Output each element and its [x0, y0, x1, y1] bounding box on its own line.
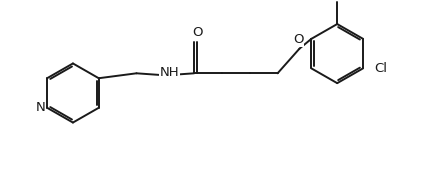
Text: Cl: Cl — [375, 62, 388, 75]
Text: N: N — [35, 101, 45, 114]
Text: NH: NH — [159, 66, 179, 79]
Text: O: O — [293, 33, 304, 46]
Text: O: O — [192, 26, 202, 39]
